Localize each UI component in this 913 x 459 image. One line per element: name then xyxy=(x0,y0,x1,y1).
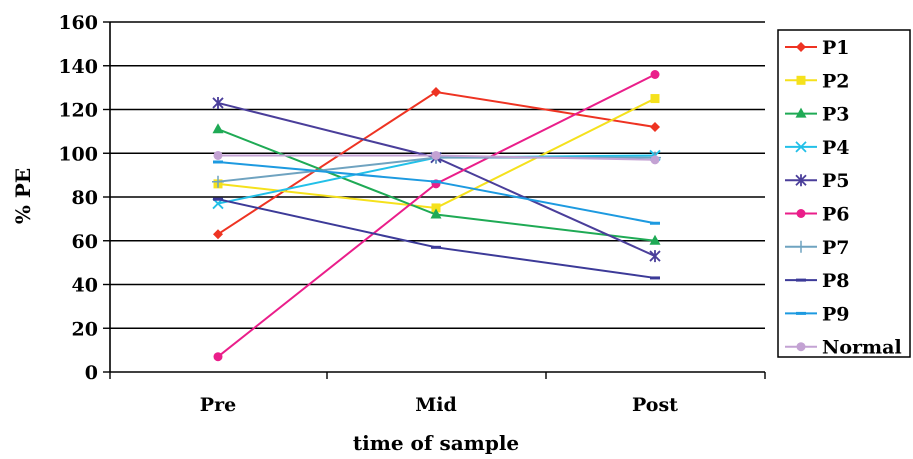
data-point xyxy=(431,180,441,184)
x-tick-label: Pre xyxy=(200,394,236,416)
x-axis-label: time of sample xyxy=(353,431,519,455)
y-tick-label: 120 xyxy=(58,100,98,122)
data-point xyxy=(431,203,441,213)
series-p3 xyxy=(212,123,661,245)
x-tick-labels: Pre Mid Post xyxy=(200,394,678,416)
data-point xyxy=(650,155,660,165)
legend-label: P5 xyxy=(822,170,850,192)
data-point xyxy=(431,245,441,249)
series-p1 xyxy=(213,87,660,240)
data-point xyxy=(650,70,660,79)
y-tick-labels: 0 20 40 60 80 100 120 140 160 xyxy=(58,12,98,384)
legend-item: P2 xyxy=(785,70,850,92)
series-normal xyxy=(213,150,660,165)
gridlines xyxy=(110,21,765,329)
series-lines xyxy=(212,70,661,362)
data-point xyxy=(213,352,223,362)
data-point xyxy=(650,122,660,132)
legend-marker xyxy=(795,240,807,253)
legend-marker xyxy=(796,278,806,282)
data-point xyxy=(431,150,441,160)
legend-marker xyxy=(796,42,806,52)
legend-label: P6 xyxy=(822,204,850,226)
legend: P1 P2 P3 P4 P5 P6 P7 P8 P9 Normal xyxy=(777,29,911,359)
data-point xyxy=(212,175,224,188)
x-tick-label: Mid xyxy=(415,394,457,416)
y-tick-label: 40 xyxy=(72,275,98,297)
legend-marker xyxy=(796,75,806,85)
y-axis-label: % PE xyxy=(11,168,35,224)
legend-item: P3 xyxy=(785,104,850,126)
legend-item: P8 xyxy=(785,270,850,292)
x-tick-label: Post xyxy=(632,394,678,416)
data-point xyxy=(213,160,223,164)
data-point xyxy=(213,197,223,201)
y-tick-label: 100 xyxy=(58,143,98,165)
y-tick-label: 80 xyxy=(72,187,98,209)
legend-item: P4 xyxy=(785,137,850,159)
legend-label: P3 xyxy=(822,104,850,126)
legend-item: P1 xyxy=(785,37,850,59)
legend-label: P1 xyxy=(822,37,850,59)
y-tick-label: 160 xyxy=(58,12,98,34)
data-point xyxy=(431,87,441,97)
legend-item: P5 xyxy=(785,170,850,192)
legend-item: P6 xyxy=(785,204,850,226)
y-tick-label: 20 xyxy=(72,318,98,340)
data-point xyxy=(649,234,661,245)
data-point xyxy=(212,96,224,109)
legend-label: P4 xyxy=(822,137,850,159)
legend-label: P9 xyxy=(822,303,850,325)
legend-marker xyxy=(796,342,806,352)
data-point xyxy=(213,229,223,240)
y-tick-label: 0 xyxy=(85,362,98,384)
axes xyxy=(103,21,766,379)
data-point xyxy=(430,208,442,219)
legend-label: Normal xyxy=(822,337,902,359)
data-point xyxy=(650,221,660,225)
data-point xyxy=(650,94,660,104)
y-tick-label: 60 xyxy=(72,231,98,253)
legend-marker xyxy=(795,174,807,187)
legend-item: P7 xyxy=(785,237,850,259)
legend-marker xyxy=(795,141,807,153)
series-p8 xyxy=(213,197,660,280)
legend-item: Normal xyxy=(785,337,902,359)
data-point xyxy=(650,276,660,280)
series-p9 xyxy=(213,160,660,225)
legend-label: P8 xyxy=(822,270,850,292)
legend-marker xyxy=(796,209,806,218)
legend-label: P2 xyxy=(822,70,850,92)
legend-marker xyxy=(795,107,807,118)
legend-marker xyxy=(796,311,806,315)
legend-item: P9 xyxy=(785,303,850,325)
data-point xyxy=(649,250,661,263)
y-tick-label: 140 xyxy=(58,56,98,78)
data-point xyxy=(213,150,223,160)
data-point xyxy=(212,123,224,134)
legend-label: P7 xyxy=(822,237,850,259)
